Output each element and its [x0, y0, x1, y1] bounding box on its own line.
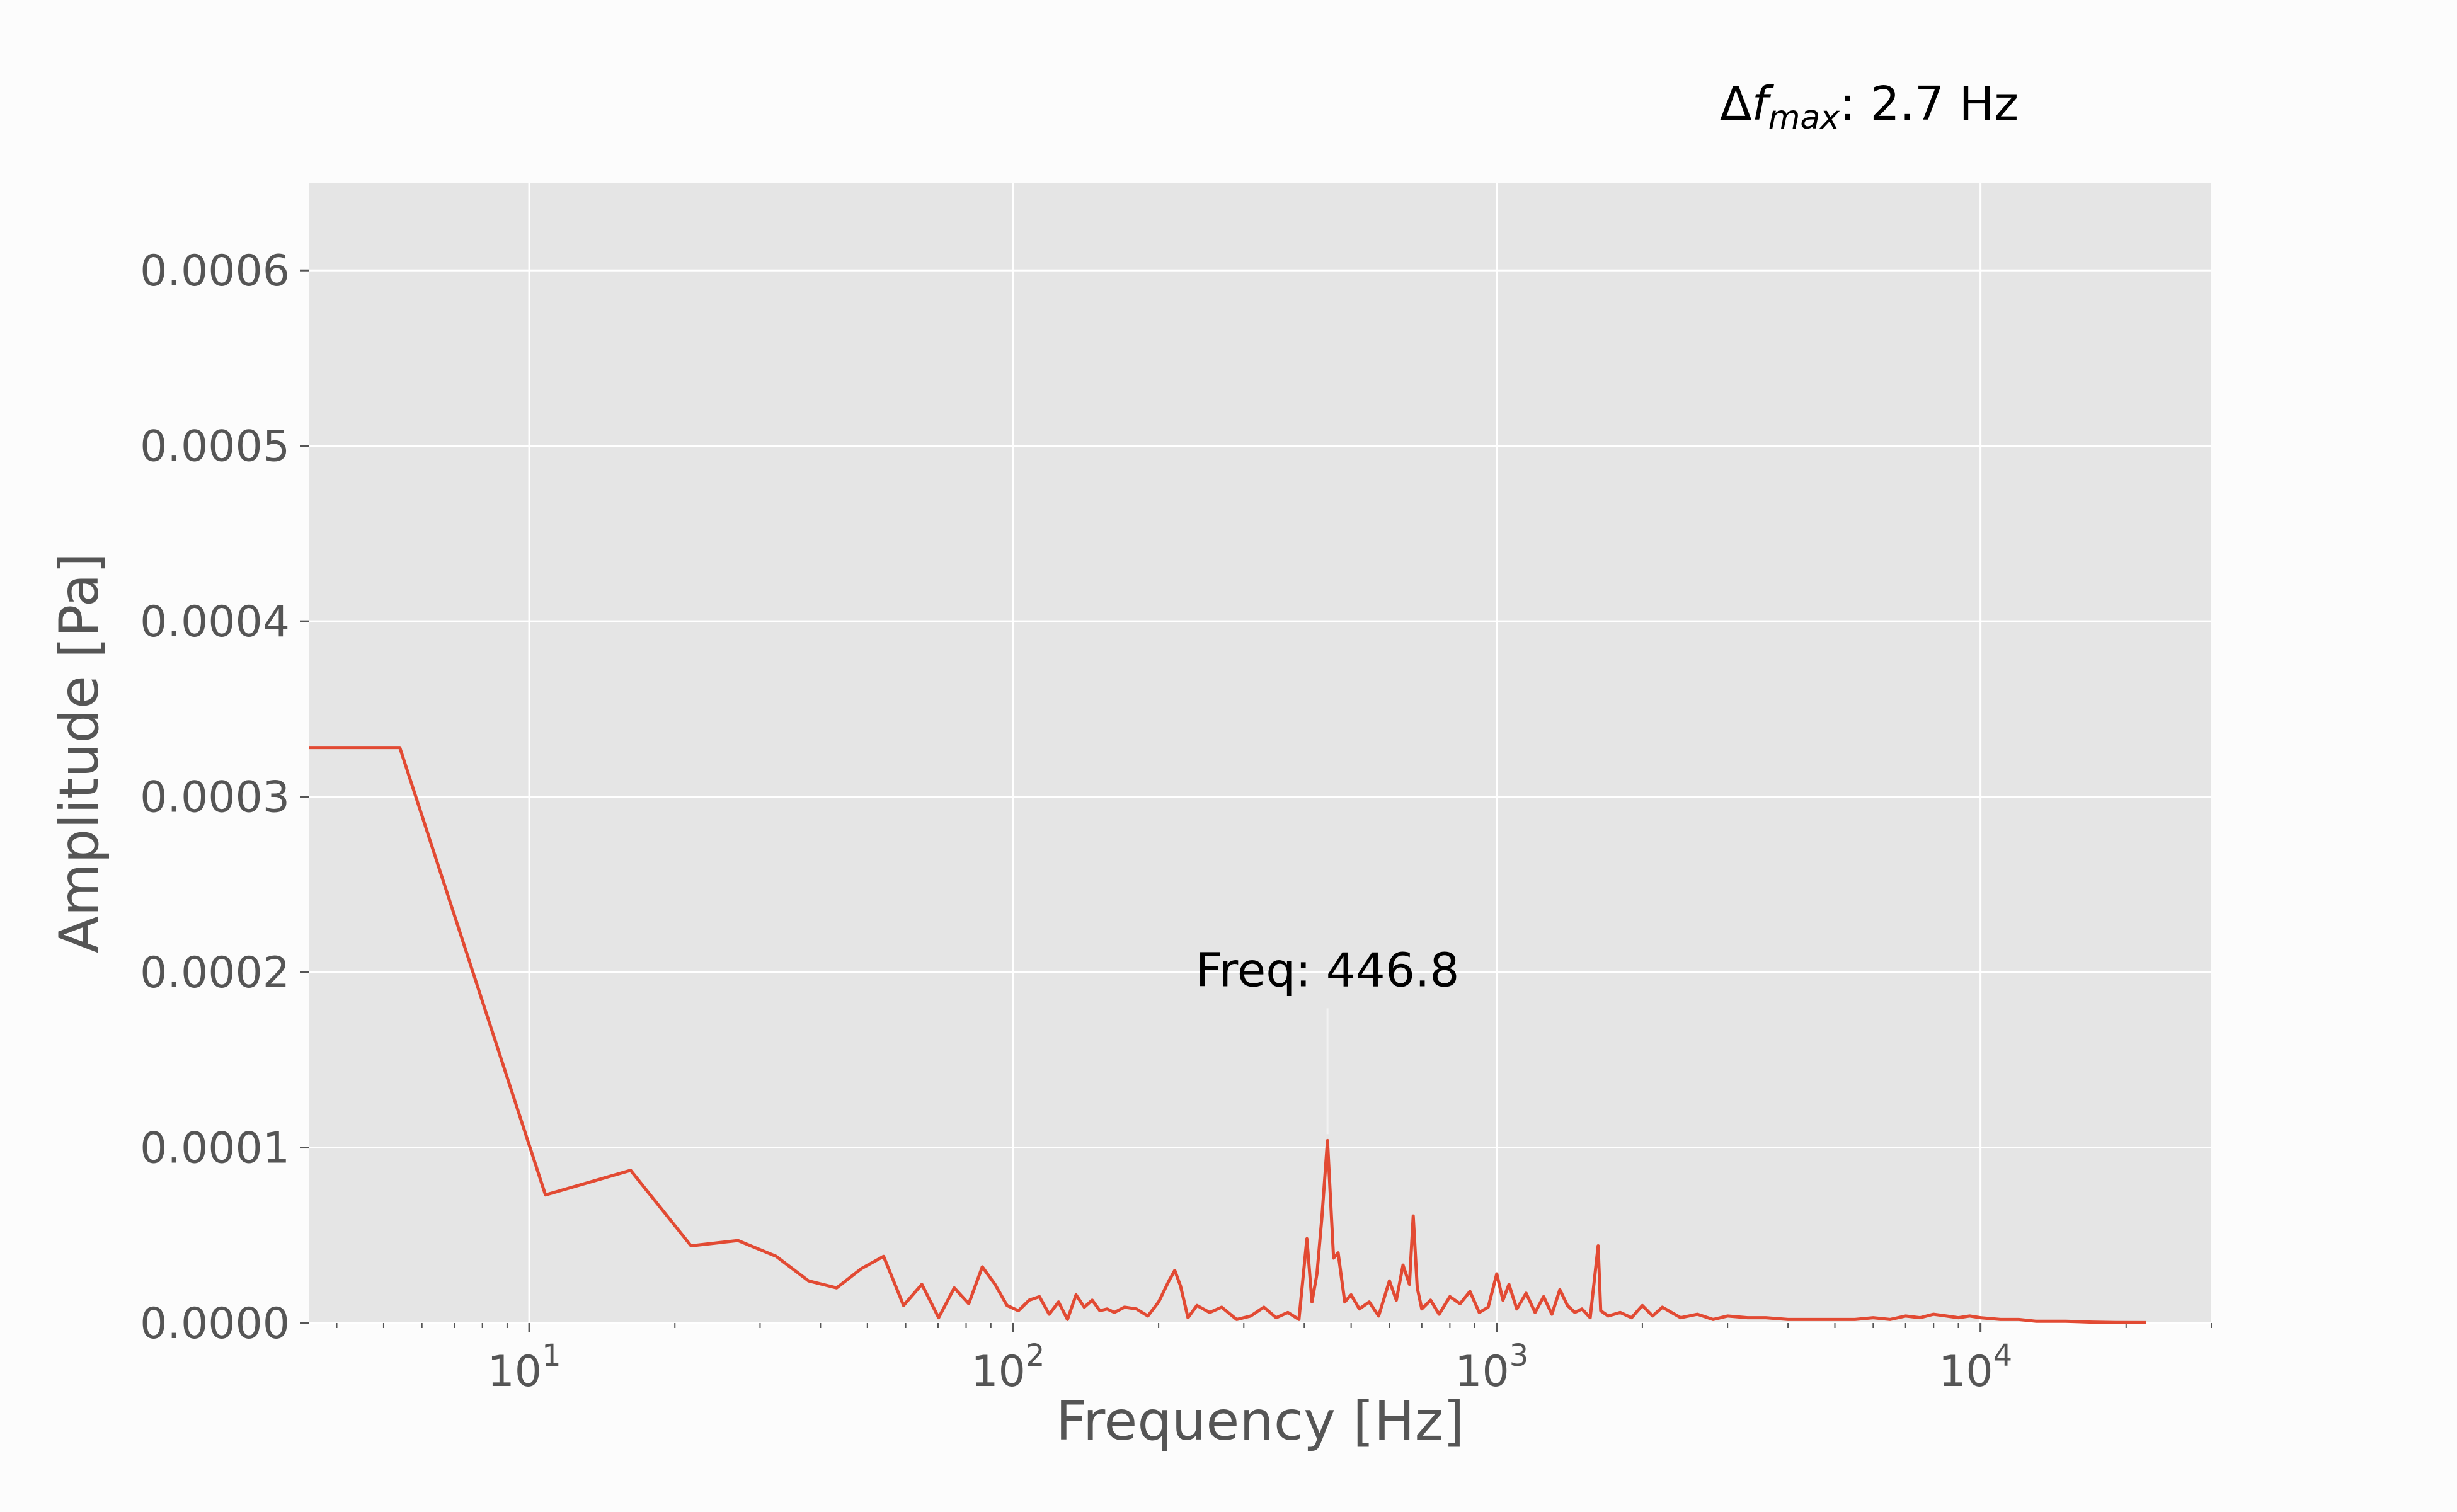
delta-f-suffix: : 2.7 Hz — [1840, 77, 2019, 131]
y-tick-label: 0.0001 — [140, 1124, 290, 1174]
y-tick-label: 0.0000 — [140, 1299, 290, 1349]
x-tick-label: 102 — [971, 1338, 1045, 1397]
x-tick-exponent: 4 — [1993, 1338, 2013, 1373]
x-tick-exponent: 2 — [1026, 1338, 1045, 1373]
x-tick-base: 10 — [1939, 1347, 1993, 1397]
y-tick-label: 0.0004 — [140, 597, 290, 647]
x-axis-label: Frequency [Hz] — [1056, 1390, 1465, 1453]
x-tick-label: 103 — [1455, 1338, 1528, 1397]
y-tick-label: 0.0003 — [140, 773, 290, 823]
y-tick-label: 0.0006 — [140, 246, 290, 296]
x-tick-base: 10 — [488, 1347, 542, 1397]
x-tick-base: 10 — [971, 1347, 1026, 1397]
x-tick-exponent: 3 — [1509, 1338, 1529, 1373]
x-tick-label: 101 — [488, 1338, 561, 1397]
annotation-label: Freq: 446.8 — [1196, 943, 1460, 997]
x-tick-exponent: 1 — [542, 1338, 561, 1373]
plot-area — [309, 183, 2211, 1323]
series-line — [309, 746, 2146, 1324]
peak-annotation: Freq: 446.8 — [1196, 943, 1460, 1135]
minor-ticks — [336, 1323, 2212, 1328]
delta-f-max-label: Δfmax: 2.7 Hz — [1720, 77, 2019, 137]
x-axis: 101 102 103 104 — [488, 1323, 2012, 1397]
y-axis: 0.0000 0.0001 0.0002 0.0003 0.0004 0.0005 0.00… — [140, 246, 309, 1349]
y-axis-label: Amplitude [Pa] — [48, 553, 111, 953]
x-tick-label: 104 — [1939, 1338, 2012, 1397]
grid-lines — [309, 183, 2211, 1324]
x-tick-base: 10 — [1455, 1347, 1509, 1397]
delta-f-subscript: max — [1768, 99, 1841, 137]
y-tick-label: 0.0002 — [140, 948, 290, 998]
y-tick-label: 0.0005 — [140, 422, 290, 472]
delta-f-prefix: Δ — [1720, 77, 1752, 131]
